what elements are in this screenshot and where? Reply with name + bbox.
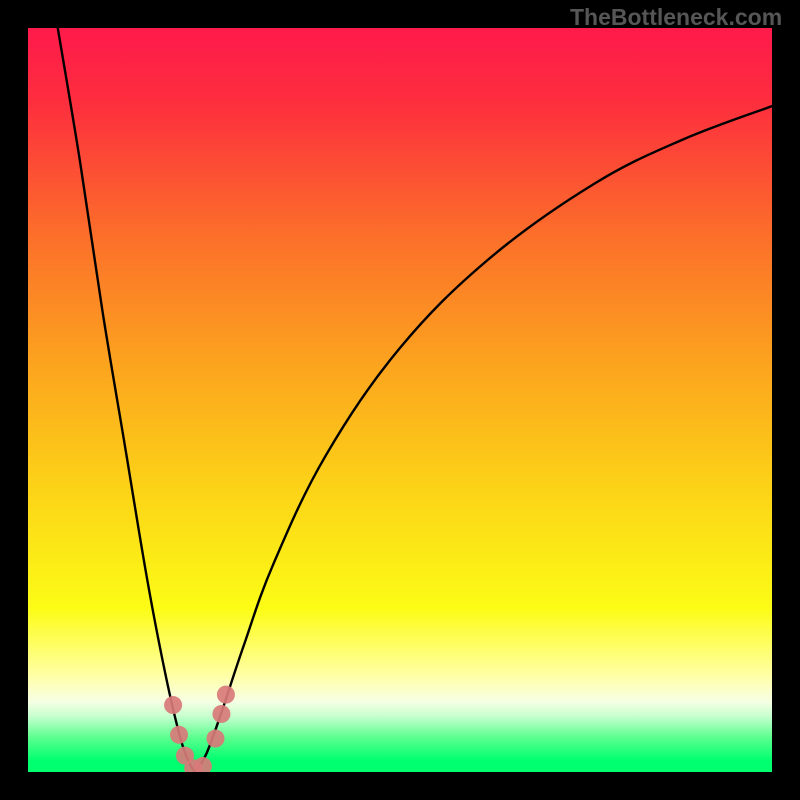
data-marker bbox=[170, 726, 188, 744]
data-marker bbox=[212, 705, 230, 723]
plot-area bbox=[28, 28, 772, 772]
watermark-text: TheBottleneck.com bbox=[570, 4, 782, 31]
data-marker bbox=[206, 730, 224, 748]
data-marker bbox=[164, 696, 182, 714]
gradient-background bbox=[28, 28, 772, 772]
data-marker bbox=[217, 686, 235, 704]
plot-svg bbox=[28, 28, 772, 772]
chart-frame: TheBottleneck.com bbox=[0, 0, 800, 800]
